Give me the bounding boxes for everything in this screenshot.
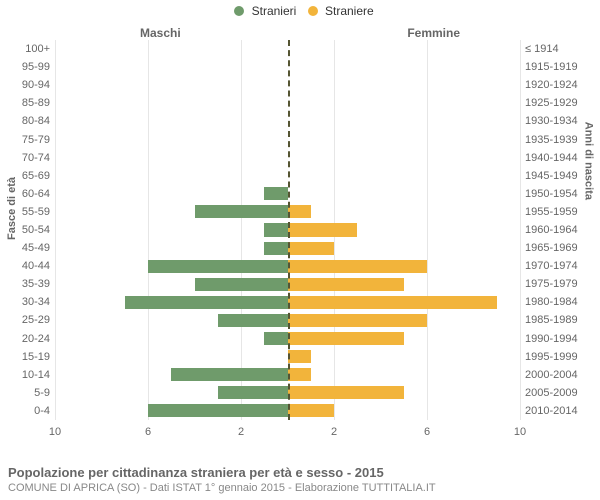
birth-year-label: 2000-2004 [525,369,595,381]
legend-female-swatch [308,6,318,16]
age-label: 15-19 [5,351,50,363]
grid-line [520,40,521,420]
birth-year-label: 2005-2009 [525,387,595,399]
birth-year-label: 1930-1934 [525,115,595,127]
birth-year-label: 1945-1949 [525,170,595,182]
caption-title: Popolazione per cittadinanza straniera p… [8,465,592,480]
bar-male [264,332,287,345]
age-label: 5-9 [5,387,50,399]
age-label: 50-54 [5,224,50,236]
birth-year-label: 1960-1964 [525,224,595,236]
caption-subtitle: COMUNE DI APRICA (SO) - Dati ISTAT 1° ge… [8,482,592,494]
birth-year-label: 1970-1974 [525,260,595,272]
bar-male [148,404,288,417]
bar-male [171,368,287,381]
bar-male [125,296,288,309]
bar-female [288,314,428,327]
chart-container: Stranieri Straniere Maschi Femmine Fasce… [0,0,600,500]
birth-year-label: ≤ 1914 [525,43,595,55]
bar-male [195,278,288,291]
bar-female [288,260,428,273]
age-label: 25-29 [5,314,50,326]
bar-female [288,350,311,363]
age-label: 10-14 [5,369,50,381]
bar-male [218,386,288,399]
x-tick-label: 6 [424,426,430,438]
birth-year-label: 1985-1989 [525,314,595,326]
x-tick-label: 6 [145,426,151,438]
grid-line [148,40,149,420]
bar-female [288,332,404,345]
birth-year-label: 2010-2014 [525,405,595,417]
age-label: 40-44 [5,260,50,272]
birth-year-label: 1955-1959 [525,206,595,218]
legend-female-label: Straniere [325,4,374,18]
birth-year-label: 1950-1954 [525,188,595,200]
legend-male-swatch [234,6,244,16]
age-label: 65-69 [5,170,50,182]
bar-male [264,187,287,200]
age-label: 0-4 [5,405,50,417]
bar-female [288,386,404,399]
age-label: 95-99 [5,61,50,73]
plot-area: 100+≤ 191495-991915-191990-941920-192485… [55,40,520,438]
caption: Popolazione per cittadinanza straniera p… [8,465,592,494]
x-tick-label: 10 [514,426,526,438]
bar-male [264,242,287,255]
age-label: 20-24 [5,333,50,345]
bar-female [288,205,311,218]
age-label: 45-49 [5,242,50,254]
female-column-title: Femmine [407,26,460,40]
birth-year-label: 1920-1924 [525,79,595,91]
legend-male-label: Stranieri [252,4,297,18]
bar-female [288,404,335,417]
x-tick-label: 10 [49,426,61,438]
birth-year-label: 1995-1999 [525,351,595,363]
age-label: 70-74 [5,152,50,164]
age-label: 55-59 [5,206,50,218]
bar-female [288,368,311,381]
x-tick-label: 2 [238,426,244,438]
birth-year-label: 1940-1944 [525,152,595,164]
age-label: 80-84 [5,115,50,127]
age-label: 75-79 [5,134,50,146]
age-label: 35-39 [5,278,50,290]
age-label: 30-34 [5,296,50,308]
birth-year-label: 1915-1919 [525,61,595,73]
age-label: 85-89 [5,97,50,109]
birth-year-label: 1980-1984 [525,296,595,308]
bar-male [148,260,288,273]
bar-female [288,242,335,255]
bar-female [288,223,358,236]
age-label: 90-94 [5,79,50,91]
grid-line [241,40,242,420]
male-column-title: Maschi [140,26,181,40]
x-tick-label: 2 [331,426,337,438]
age-label: 60-64 [5,188,50,200]
legend: Stranieri Straniere [0,4,600,18]
birth-year-label: 1990-1994 [525,333,595,345]
center-line [288,40,290,420]
birth-year-label: 1935-1939 [525,134,595,146]
grid-line [55,40,56,420]
bar-female [288,278,404,291]
bar-male [218,314,288,327]
age-label: 100+ [5,43,50,55]
birth-year-label: 1925-1929 [525,97,595,109]
bar-male [195,205,288,218]
birth-year-label: 1975-1979 [525,278,595,290]
grid-line [427,40,428,420]
birth-year-label: 1965-1969 [525,242,595,254]
bar-female [288,296,497,309]
bar-male [264,223,287,236]
